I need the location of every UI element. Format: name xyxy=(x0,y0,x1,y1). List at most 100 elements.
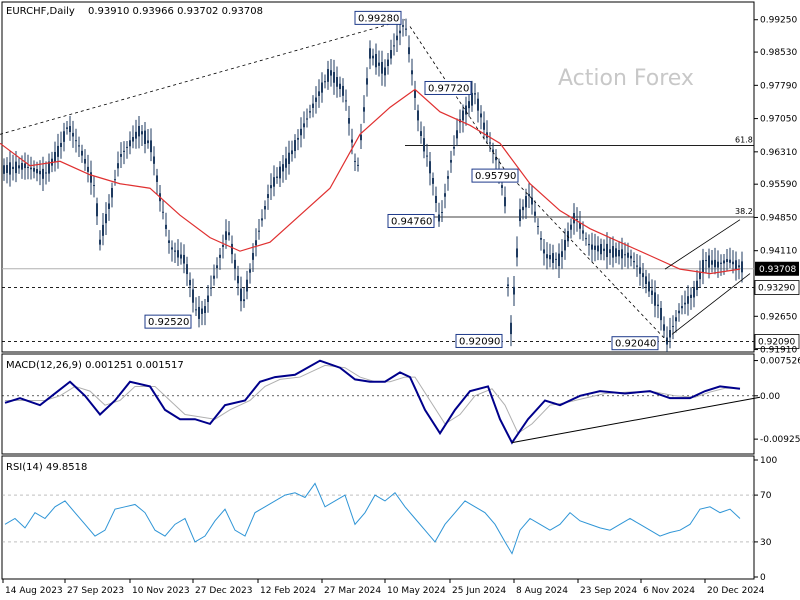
candle-body xyxy=(357,164,359,166)
candle-body xyxy=(504,197,506,207)
candle-body xyxy=(255,240,257,246)
candle-body xyxy=(267,194,269,198)
candle-body xyxy=(378,62,380,66)
candle-body xyxy=(87,166,89,172)
candle-body xyxy=(576,219,578,221)
rsi-axis-label: 0 xyxy=(760,573,766,583)
price-annotation-box xyxy=(455,333,503,348)
last-price-label: 0.93708 xyxy=(759,265,796,275)
time-axis-label: 14 Aug 2023 xyxy=(5,586,63,596)
candle-body xyxy=(162,211,164,213)
candle-body xyxy=(435,195,437,203)
candle-body xyxy=(600,244,602,255)
candle-body xyxy=(363,107,365,112)
candle-body xyxy=(720,262,722,264)
candle-body xyxy=(138,125,140,137)
macd-panel xyxy=(1,353,755,455)
price-axis-label: 0.97790 xyxy=(760,81,797,91)
chart-header-symbol: EURCHF,Daily xyxy=(6,6,75,17)
candle-body xyxy=(204,306,206,314)
candle-body xyxy=(522,206,524,211)
candle-body xyxy=(30,167,32,170)
candle-body xyxy=(84,158,86,164)
candle-body xyxy=(72,132,74,137)
candle-body xyxy=(168,240,170,244)
candle-body xyxy=(207,295,209,303)
candle-body xyxy=(738,265,740,268)
level-price-label: 0.92090 xyxy=(758,337,795,347)
candle-body xyxy=(570,224,572,230)
price-axis-label: 0.99250 xyxy=(760,16,797,26)
rsi-line xyxy=(4,482,741,555)
candle-body xyxy=(387,59,389,67)
price-annotation-box xyxy=(611,336,659,351)
candle-body xyxy=(222,244,224,247)
candle-body xyxy=(15,161,17,174)
candle-body xyxy=(537,226,539,228)
candle-body xyxy=(384,67,386,76)
candle-body xyxy=(366,78,368,85)
candle-body xyxy=(18,165,20,169)
candle-body xyxy=(264,206,266,210)
candle-body xyxy=(678,310,680,314)
candle-body xyxy=(69,126,71,133)
candle-body xyxy=(552,253,554,263)
candle-body xyxy=(321,82,323,93)
candle-body xyxy=(309,111,311,113)
candle-body xyxy=(135,131,137,139)
price-annotation-box xyxy=(424,80,472,95)
candle-body xyxy=(210,287,212,289)
candle-body xyxy=(201,308,203,314)
price-axis-label: 0.91910 xyxy=(760,346,797,356)
candle-body xyxy=(57,145,59,157)
candle-body xyxy=(276,176,278,178)
candle-body xyxy=(729,259,731,263)
candle-body xyxy=(714,259,716,268)
candle-body xyxy=(597,245,599,252)
candle-body xyxy=(324,81,326,83)
candle-body xyxy=(375,53,377,68)
price-trendline xyxy=(664,219,741,270)
candle-body xyxy=(213,275,215,279)
candle-body xyxy=(582,230,584,234)
candle-body xyxy=(516,248,518,258)
candle-body xyxy=(108,203,110,209)
candle-body xyxy=(81,150,83,156)
candle-body xyxy=(693,288,695,298)
candle-body xyxy=(303,123,305,128)
candle-body xyxy=(216,265,218,269)
candle-body xyxy=(702,259,704,273)
candle-body xyxy=(540,238,542,240)
candle-body xyxy=(717,261,719,268)
price-annotation-label: 0.92520 xyxy=(148,317,189,328)
candle-body xyxy=(288,152,290,165)
candle-body xyxy=(513,286,515,295)
candle-body xyxy=(705,260,707,262)
price-panel xyxy=(1,1,755,353)
candle-body xyxy=(660,307,662,321)
candle-body xyxy=(618,249,620,257)
candle-body xyxy=(279,166,281,179)
time-axis-label: 20 Dec 2024 xyxy=(707,586,765,596)
candle-body xyxy=(147,140,149,144)
candle-body xyxy=(423,138,425,152)
candle-body xyxy=(243,299,245,302)
candle-body xyxy=(360,134,362,141)
rsi-title: RSI(14) 49.8518 xyxy=(6,462,87,473)
candle-body xyxy=(330,70,332,76)
candle-body xyxy=(630,255,632,259)
price-annotation-box xyxy=(144,314,192,329)
time-axis-label: 12 Feb 2024 xyxy=(260,586,316,596)
candle-body xyxy=(726,259,728,263)
candle-body xyxy=(126,146,128,148)
candle-body xyxy=(528,193,530,197)
price-axis-label: 0.96310 xyxy=(760,148,797,158)
candle-body xyxy=(615,248,617,257)
candle-body xyxy=(591,244,593,250)
candle-body xyxy=(642,273,644,278)
candle-body xyxy=(624,254,626,256)
candle-body xyxy=(153,156,155,164)
candle-body xyxy=(231,243,233,255)
candle-body xyxy=(429,161,431,174)
